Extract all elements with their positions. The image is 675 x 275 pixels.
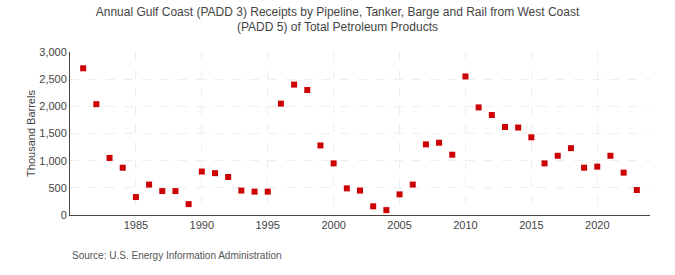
svg-text:Annual Gulf Coast (PADD 3) Rec: Annual Gulf Coast (PADD 3) Receipts by P… bbox=[96, 5, 580, 35]
svg-text:0: 0 bbox=[61, 209, 67, 221]
svg-text:2020: 2020 bbox=[585, 219, 609, 231]
svg-text:2015: 2015 bbox=[519, 219, 543, 231]
svg-text:2000: 2000 bbox=[321, 219, 345, 231]
svg-text:500: 500 bbox=[48, 182, 66, 194]
svg-text:2010: 2010 bbox=[453, 219, 477, 231]
svg-text:2,500: 2,500 bbox=[39, 73, 67, 85]
svg-text:1,500: 1,500 bbox=[39, 127, 67, 139]
svg-text:1985: 1985 bbox=[124, 219, 148, 231]
svg-text:1990: 1990 bbox=[190, 219, 214, 231]
svg-text:1,000: 1,000 bbox=[39, 155, 67, 167]
svg-text:2005: 2005 bbox=[387, 219, 411, 231]
svg-text:Source: U.S. Energy Informatio: Source: U.S. Energy Information Administ… bbox=[72, 250, 282, 261]
svg-text:2,000: 2,000 bbox=[39, 100, 67, 112]
svg-text:3,000: 3,000 bbox=[39, 46, 67, 58]
svg-text:Thousand Barrels: Thousand Barrels bbox=[25, 90, 37, 177]
svg-text:1995: 1995 bbox=[255, 219, 279, 231]
